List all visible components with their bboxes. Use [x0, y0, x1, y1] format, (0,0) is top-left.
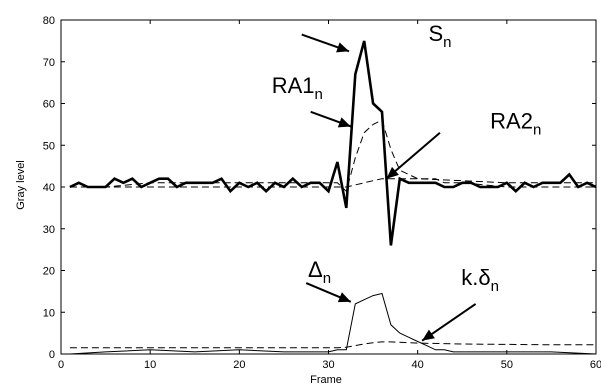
annotation-arrowhead-ra2 [386, 166, 399, 179]
x-tick-label: 30 [322, 359, 334, 371]
x-tick-label: 10 [144, 359, 156, 371]
y-tick-label: 60 [43, 99, 55, 111]
y-tick-label: 10 [43, 307, 55, 319]
series-line-s [69, 40, 597, 246]
annotation-label-delta: Δn [308, 257, 331, 287]
series-line-kdelta [69, 341, 596, 349]
x-tick-label: 0 [58, 359, 64, 371]
x-tick-label: 50 [501, 359, 513, 371]
annotation-symbol: S [428, 21, 443, 46]
annotation-symbol: k.δ [461, 265, 490, 290]
y-tick-label: 20 [43, 266, 55, 278]
annotation-symbol: RA2 [490, 109, 533, 134]
series-line-ra2 [69, 178, 596, 188]
y-tick-label: 70 [43, 57, 55, 69]
annotation-subscript: n [533, 122, 541, 139]
annotation-symbol: RA1 [272, 73, 315, 98]
annotation-label-ra1: RA1n [272, 73, 323, 103]
series-group [69, 40, 597, 355]
series-line-delta [69, 292, 597, 355]
axes: 0 10 20 30 40 50 60 0 10 20 30 40 50 60 70 80 [43, 15, 601, 371]
y-tick-label: 0 [49, 349, 55, 361]
annotation-arrowhead-s [336, 42, 349, 53]
annotation-subscript: n [315, 86, 323, 103]
annotation-subscript: n [443, 34, 451, 51]
annotation-arrowhead-delta [337, 292, 351, 303]
annotation-symbol: Δ [308, 257, 323, 282]
y-tick-label: 30 [43, 224, 55, 236]
x-axis-title: Frame [310, 374, 342, 385]
annotation-subscript: n [491, 278, 499, 295]
annotation-label-s: Sn [428, 21, 451, 51]
annotation-arrowhead-kdelta [422, 329, 435, 341]
x-tick-label: 40 [412, 359, 424, 371]
y-tick-label: 50 [43, 140, 55, 152]
annotation-subscript: n [323, 270, 331, 287]
y-axis-title: Gray level [15, 160, 27, 210]
x-tick-label: 20 [233, 359, 245, 371]
annotation-label-kdelta: k.δn [461, 265, 499, 295]
annotation-label-ra2: RA2n [490, 109, 541, 139]
series-line-ra1 [69, 119, 596, 193]
x-tick-label: 60 [590, 359, 601, 371]
y-tick-label: 80 [43, 15, 55, 27]
annotation-arrowhead-ra1 [337, 117, 351, 128]
y-tick-label: 40 [43, 182, 55, 194]
